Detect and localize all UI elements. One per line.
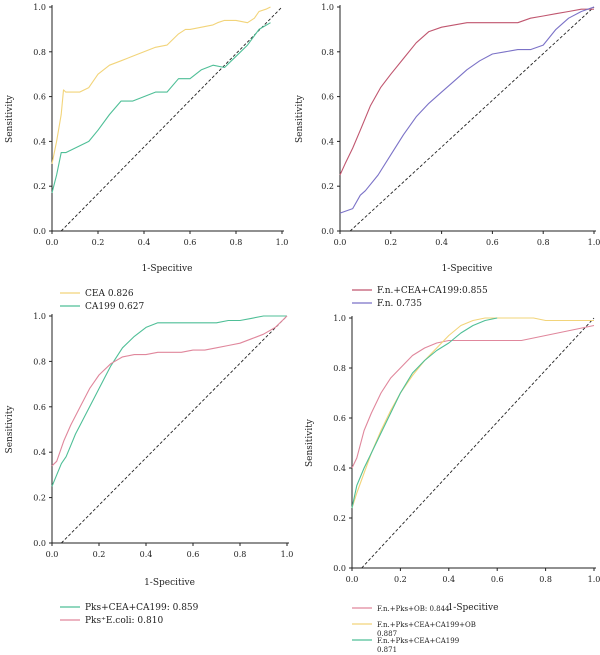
y-tick-label: 0.8 [33, 357, 46, 366]
x-tick-label: 0.8 [539, 575, 552, 584]
reference-diagonal-line [349, 6, 595, 232]
y-tick-label: 0.4 [33, 137, 46, 146]
y-tick-label: 0.8 [33, 48, 46, 57]
legend-label: F.n. 0.735 [377, 299, 422, 309]
series-line-1 [339, 8, 594, 176]
series-line-1 [51, 315, 287, 487]
x-tick-label: 0.2 [92, 238, 105, 247]
y-tick-label: 0.4 [333, 464, 346, 473]
y-axis-label: Sensitivity [295, 94, 305, 143]
legend-label: Pks+CEA+CA199: 0.859 [85, 603, 199, 613]
roc-panel-3: 0.0 0.2 0.4 0.6 0.8 1.0 0.0 0.2 0.4 0.6 0.8 1.0 1-Sp… [5, 312, 293, 626]
y-tick-label: 0.2 [321, 182, 334, 191]
reference-diagonal-line [60, 6, 283, 232]
y-tick-label: 0.2 [33, 182, 46, 191]
x-tick-label: 0.0 [46, 550, 59, 559]
y-axis-label: Sensitivity [305, 418, 315, 467]
x-axis-label: 1-Specitive [448, 603, 499, 613]
legend-label: F.n.+CEA+CA199:0.855 [377, 286, 488, 296]
x-tick-label: 0.6 [486, 238, 499, 247]
x-tick-label: 0.6 [187, 550, 200, 559]
x-tick-label: 1.0 [588, 575, 600, 584]
x-tick-label: 0.4 [140, 550, 153, 559]
roc-panel-4: 0.0 0.2 0.4 0.6 0.8 1.0 0.0 0.2 0.4 0.6 0.8 1.0 1-Sp… [305, 314, 600, 654]
x-tick-label: 0.6 [491, 575, 504, 584]
legend-label: F.n.+Pks+CEA+CA199 0.871 [377, 637, 459, 654]
x-tick-label: 0.0 [346, 575, 359, 584]
y-tick-label: 0.0 [321, 227, 334, 236]
y-tick-label: 0.6 [333, 414, 346, 423]
series-line-1 [351, 324, 595, 469]
y-axis-label: Sensitivity [5, 94, 15, 143]
x-tick-label: 1.0 [588, 238, 600, 247]
x-tick-label: 1.0 [276, 238, 289, 247]
series-line-2 [351, 317, 594, 509]
y-tick-label: 1.0 [33, 3, 46, 12]
legend-label: CEA 0.826 [85, 289, 134, 299]
reference-diagonal-line [361, 317, 595, 569]
x-tick-label: 0.8 [230, 238, 243, 247]
legend-label: F.n.+Pks+OB: 0.844 [377, 605, 450, 613]
x-tick-label: 0.2 [384, 238, 397, 247]
legend-label: F.n.+Pks+CEA+CA199+OB 0.887 [377, 621, 476, 638]
y-tick-label: 0.4 [33, 448, 46, 457]
y-tick-label: 0.6 [33, 403, 46, 412]
y-tick-label: 1.0 [321, 3, 334, 12]
legend-label: Pks⁺E.coli: 0.810 [85, 616, 163, 626]
roc-panel-2: 0.0 0.2 0.4 0.6 0.8 1.0 0.0 0.2 0.4 0.6 0.8 1.0 1-Sp… [295, 3, 600, 309]
x-axis-label: 1-Specitive [142, 264, 193, 274]
y-tick-label: 0.6 [321, 93, 334, 102]
x-tick-label: 0.8 [537, 238, 550, 247]
x-tick-label: 0.4 [442, 575, 455, 584]
x-tick-label: 0.0 [334, 238, 347, 247]
y-tick-label: 0.0 [333, 564, 346, 573]
y-tick-label: 0.8 [321, 48, 334, 57]
y-tick-label: 1.0 [333, 314, 346, 323]
y-axis-label: Sensitivity [5, 405, 15, 454]
series-line-2 [51, 22, 271, 194]
series-line-2 [51, 315, 288, 467]
legend-label: CA199 0.627 [85, 302, 144, 312]
x-tick-label: 0.4 [138, 238, 151, 247]
reference-diagonal-line [61, 315, 288, 544]
y-tick-label: 0.0 [33, 539, 46, 548]
x-tick-label: 0.6 [184, 238, 197, 247]
y-tick-label: 0.4 [321, 137, 334, 146]
y-tick-label: 0.8 [333, 364, 346, 373]
x-axis-label: 1-Specitive [442, 264, 493, 274]
series-line-1 [51, 6, 271, 164]
y-tick-label: 1.0 [33, 312, 46, 321]
y-tick-label: 0.2 [33, 494, 46, 503]
y-tick-label: 0.2 [333, 514, 346, 523]
x-tick-label: 0.2 [394, 575, 407, 584]
series-line-3 [351, 317, 498, 509]
x-tick-label: 0.8 [234, 550, 247, 559]
x-tick-label: 0.0 [46, 238, 59, 247]
x-axis-label: 1-Specitive [144, 578, 195, 588]
y-tick-label: 0.0 [33, 227, 46, 236]
series-line-2 [339, 6, 595, 214]
roc-panel-1: 0.0 0.2 0.4 0.6 0.8 1.0 0.0 0.2 0.4 0.6 0.8 1.0 1-Sp… [5, 3, 288, 312]
x-tick-label: 0.4 [435, 238, 448, 247]
y-tick-label: 0.6 [33, 93, 46, 102]
x-tick-label: 0.2 [93, 550, 106, 559]
x-tick-label: 1.0 [281, 550, 294, 559]
